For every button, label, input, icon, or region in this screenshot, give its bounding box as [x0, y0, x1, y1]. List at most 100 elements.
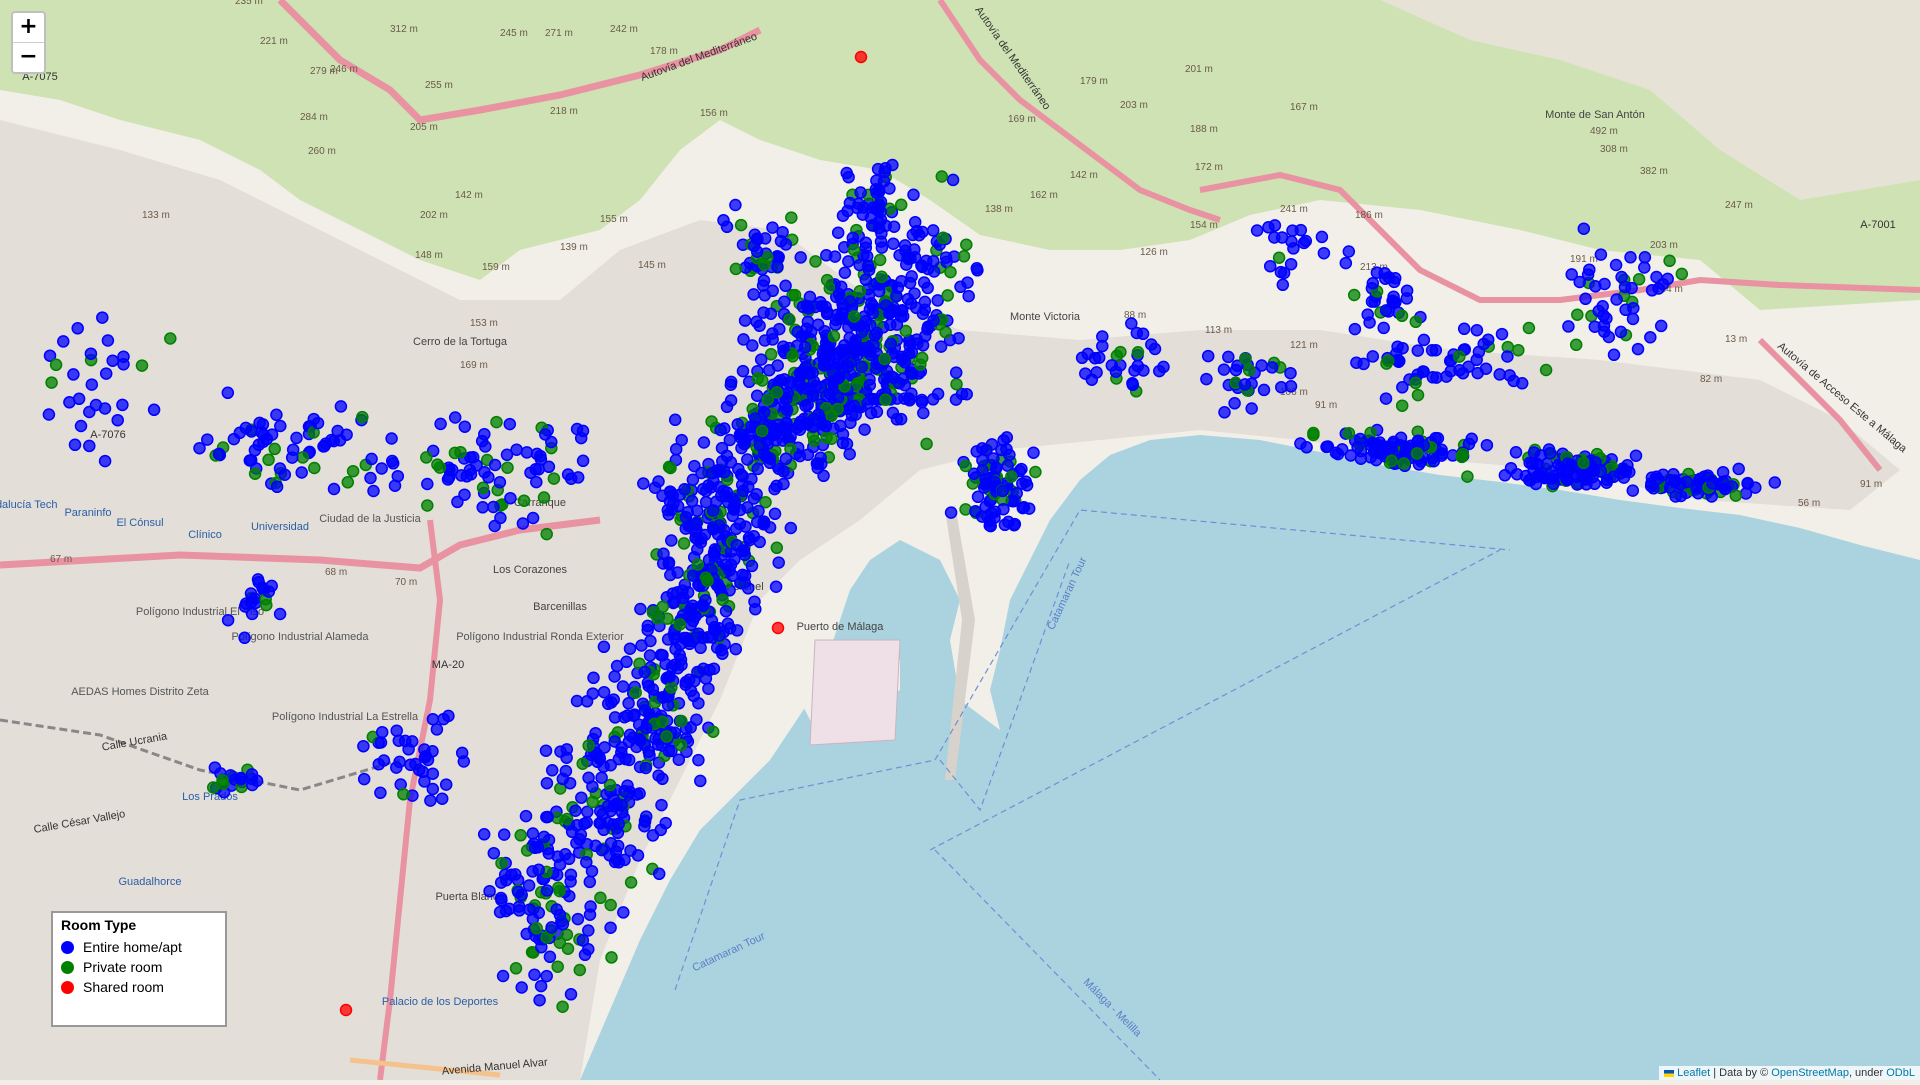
marker-private-room[interactable] — [706, 725, 720, 738]
marker-entire-home[interactable] — [887, 237, 900, 250]
marker-entire-home[interactable] — [270, 408, 283, 422]
marker-entire-home[interactable] — [582, 924, 595, 937]
marker-entire-home[interactable] — [529, 462, 542, 476]
odbl-link[interactable]: ODbL — [1886, 1067, 1915, 1079]
marker-entire-home[interactable] — [1274, 265, 1288, 279]
marker-entire-home[interactable] — [831, 226, 845, 239]
marker-entire-home[interactable] — [855, 325, 869, 339]
marker-entire-home[interactable] — [504, 491, 517, 505]
marker-entire-home[interactable] — [708, 543, 722, 556]
marker-entire-home[interactable] — [1257, 383, 1271, 397]
marker-entire-home[interactable] — [801, 302, 815, 315]
marker-entire-home[interactable] — [855, 360, 868, 374]
marker-entire-home[interactable] — [866, 306, 880, 320]
marker-entire-home[interactable] — [692, 753, 705, 767]
marker-entire-home[interactable] — [201, 433, 214, 446]
marker-entire-home[interactable] — [1218, 406, 1231, 419]
marker-entire-home[interactable] — [666, 587, 680, 600]
marker-entire-home[interactable] — [479, 440, 492, 453]
marker-private-room[interactable] — [809, 255, 822, 268]
marker-private-room[interactable] — [490, 415, 503, 429]
marker-entire-home[interactable] — [610, 659, 624, 673]
marker-entire-home[interactable] — [737, 333, 750, 346]
marker-entire-home[interactable] — [801, 315, 815, 329]
marker-entire-home[interactable] — [1644, 479, 1658, 493]
marker-private-room[interactable] — [135, 359, 149, 372]
marker-entire-home[interactable] — [976, 464, 989, 477]
marker-private-room[interactable] — [783, 313, 796, 326]
marker-private-room[interactable] — [509, 962, 523, 975]
marker-entire-home[interactable] — [699, 484, 713, 498]
marker-entire-home[interactable] — [1577, 222, 1591, 235]
marker-private-room[interactable] — [957, 250, 971, 263]
marker-entire-home[interactable] — [890, 413, 904, 426]
marker-entire-home[interactable] — [442, 709, 455, 723]
marker-entire-home[interactable] — [553, 908, 567, 922]
marker-entire-home[interactable] — [84, 347, 98, 360]
marker-entire-home[interactable] — [610, 797, 623, 810]
marker-entire-home[interactable] — [718, 465, 731, 479]
marker-entire-home[interactable] — [1534, 449, 1548, 462]
marker-private-room[interactable] — [831, 402, 844, 416]
marker-entire-home[interactable] — [949, 366, 963, 379]
marker-entire-home[interactable] — [1126, 378, 1140, 392]
marker-entire-home[interactable] — [542, 847, 556, 860]
marker-entire-home[interactable] — [707, 522, 720, 536]
marker-entire-home[interactable] — [540, 776, 554, 790]
marker-entire-home[interactable] — [832, 370, 846, 384]
marker-entire-home[interactable] — [580, 695, 594, 708]
marker-entire-home[interactable] — [639, 721, 653, 735]
marker-entire-home[interactable] — [1417, 365, 1430, 378]
marker-entire-home[interactable] — [1534, 466, 1548, 480]
marker-entire-home[interactable] — [730, 624, 744, 637]
marker-entire-home[interactable] — [878, 373, 891, 386]
marker-private-room[interactable] — [341, 476, 355, 489]
marker-entire-home[interactable] — [63, 396, 76, 409]
marker-entire-home[interactable] — [68, 438, 82, 452]
marker-private-room[interactable] — [356, 410, 369, 424]
marker-entire-home[interactable] — [864, 345, 877, 359]
marker-entire-home[interactable] — [593, 752, 607, 766]
marker-entire-home[interactable] — [838, 266, 852, 279]
marker-private-room[interactable] — [914, 358, 927, 371]
marker-entire-home[interactable] — [708, 623, 721, 637]
marker-entire-home[interactable] — [392, 734, 406, 747]
marker-entire-home[interactable] — [587, 671, 600, 685]
marker-entire-home[interactable] — [695, 532, 708, 545]
marker-private-room[interactable] — [346, 464, 360, 478]
marker-entire-home[interactable] — [800, 382, 813, 395]
marker-entire-home[interactable] — [1545, 472, 1559, 485]
marker-entire-home[interactable] — [1366, 277, 1380, 290]
marker-entire-home[interactable] — [375, 725, 389, 739]
marker-entire-home[interactable] — [878, 165, 891, 179]
marker-private-room[interactable] — [875, 270, 888, 284]
marker-entire-home[interactable] — [1523, 456, 1536, 470]
marker-entire-home[interactable] — [745, 559, 759, 573]
marker-entire-home[interactable] — [754, 353, 768, 366]
marker-entire-home[interactable] — [1495, 327, 1509, 341]
marker-entire-home[interactable] — [916, 307, 930, 320]
marker-private-room[interactable] — [1409, 376, 1422, 390]
marker-private-room[interactable] — [660, 730, 673, 743]
marker-private-room[interactable] — [764, 348, 778, 361]
marker-entire-home[interactable] — [539, 744, 553, 757]
marker-entire-home[interactable] — [811, 318, 825, 332]
marker-private-room[interactable] — [756, 374, 769, 387]
marker-entire-home[interactable] — [1245, 402, 1258, 415]
marker-entire-home[interactable] — [668, 413, 682, 427]
marker-entire-home[interactable] — [729, 198, 742, 212]
marker-private-room[interactable] — [665, 681, 678, 694]
marker-private-room[interactable] — [1409, 315, 1423, 329]
marker-entire-home[interactable] — [749, 602, 762, 616]
marker-entire-home[interactable] — [67, 368, 80, 381]
marker-entire-home[interactable] — [1589, 280, 1602, 293]
marker-entire-home[interactable] — [689, 518, 703, 531]
marker-private-room[interactable] — [691, 558, 704, 571]
marker-entire-home[interactable] — [98, 402, 112, 415]
marker-entire-home[interactable] — [895, 304, 908, 318]
marker-entire-home[interactable] — [520, 446, 534, 459]
marker-entire-home[interactable] — [874, 235, 888, 248]
marker-entire-home[interactable] — [1594, 248, 1608, 261]
marker-entire-home[interactable] — [569, 804, 582, 817]
marker-entire-home[interactable] — [634, 602, 647, 616]
